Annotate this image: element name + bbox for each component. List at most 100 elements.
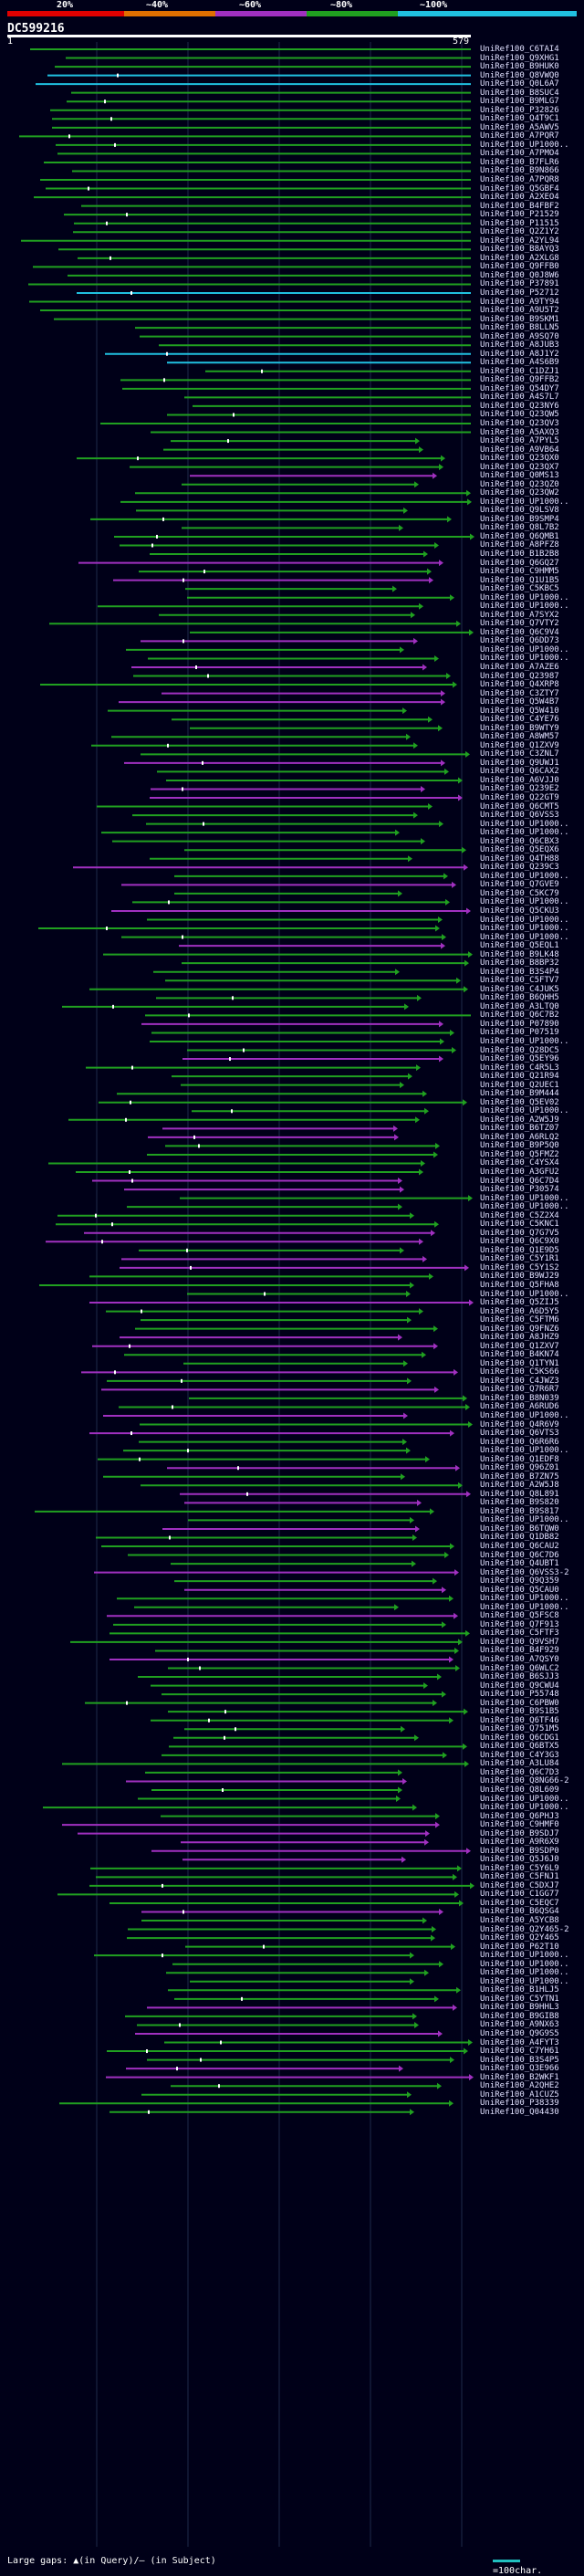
- hit-label[interactable]: UniRef100_Q9FFB0: [480, 262, 559, 272]
- hit-label[interactable]: UniRef100_Q5FHA8: [480, 1280, 559, 1290]
- hit-label[interactable]: UniRef100_Q9FNZ6: [480, 1324, 559, 1334]
- hit-label[interactable]: UniRef100_A9TY94: [480, 297, 559, 307]
- hit-label[interactable]: UniRef100_Q0L6A7: [480, 79, 559, 89]
- hit-label[interactable]: UniRef100_Q96Z01: [480, 1463, 559, 1473]
- hit-label[interactable]: UniRef100_C3ZNL7: [480, 749, 559, 759]
- hit-label[interactable]: UniRef100_C5Z2X4: [480, 1210, 559, 1220]
- hit-label[interactable]: UniRef100_A8WM57: [480, 732, 559, 742]
- hit-label[interactable]: UniRef100_Q9LSV8: [480, 506, 559, 516]
- hit-label[interactable]: UniRef100_Q9G9S5: [480, 2028, 559, 2038]
- hit-label[interactable]: UniRef100_B2WKF1: [480, 2072, 559, 2082]
- hit-label[interactable]: UniRef100_Q5FSC8: [480, 1611, 559, 1621]
- hit-label[interactable]: UniRef100_Q6QMB1: [480, 531, 559, 541]
- hit-label[interactable]: UniRef100_Q6C9V4: [480, 627, 559, 637]
- hit-label[interactable]: UniRef100_Q6C7D4: [480, 1176, 559, 1186]
- hit-label[interactable]: UniRef100_Q239C3: [480, 863, 559, 873]
- hit-label[interactable]: UniRef100_Q22GT9: [480, 793, 559, 802]
- hit-label[interactable]: UniRef100_Q5ZIJ5: [480, 1298, 559, 1308]
- hit-label[interactable]: UniRef100_Q9XHG1: [480, 53, 559, 63]
- hit-label[interactable]: UniRef100_Q23QW2: [480, 488, 559, 498]
- hit-label[interactable]: UniRef100_B9HUK0: [480, 62, 559, 72]
- hit-label[interactable]: UniRef100_Q2Y465-2: [480, 1924, 569, 1934]
- hit-label[interactable]: UniRef100_Q239E2: [480, 784, 559, 794]
- hit-label[interactable]: UniRef100_C6TAI4: [480, 45, 559, 54]
- hit-label[interactable]: UniRef100_Q7GVE9: [480, 880, 559, 890]
- hit-label[interactable]: UniRef100_B9HHL3: [480, 2003, 559, 2013]
- hit-label[interactable]: UniRef100_C9HMM5: [480, 567, 559, 577]
- hit-label[interactable]: UniRef100_C1GG77: [480, 1890, 559, 1900]
- hit-label[interactable]: UniRef100_A2YL94: [480, 236, 559, 246]
- hit-label[interactable]: UniRef100_B9SDP0: [480, 1846, 559, 1856]
- hit-label[interactable]: UniRef100_Q8L609: [480, 1785, 559, 1795]
- hit-label[interactable]: UniRef100_Q21R94: [480, 1072, 559, 1082]
- hit-label[interactable]: UniRef100_A8JUB3: [480, 340, 559, 351]
- hit-label[interactable]: UniRef100_Q6GQ27: [480, 558, 559, 568]
- hit-label[interactable]: UniRef100_Q6C7D6: [480, 1550, 559, 1560]
- hit-label[interactable]: UniRef100_Q6CBX3: [480, 836, 559, 846]
- hit-label[interactable]: UniRef100_A8J1Y2: [480, 349, 559, 359]
- hit-label[interactable]: UniRef100_P55748: [480, 1690, 559, 1700]
- hit-label[interactable]: UniRef100_UP1000..: [480, 1602, 569, 1612]
- hit-label[interactable]: UniRef100_Q7VTY2: [480, 619, 559, 629]
- hit-label[interactable]: UniRef100_B9GIB8: [480, 2011, 559, 2021]
- hit-label[interactable]: UniRef100_A7QSY0: [480, 1654, 559, 1664]
- hit-label[interactable]: UniRef100_Q23NY6: [480, 401, 559, 411]
- hit-label[interactable]: UniRef100_C5FTM6: [480, 1315, 559, 1325]
- hit-label[interactable]: UniRef100_Q5EV02: [480, 1097, 559, 1107]
- hit-label[interactable]: UniRef100_Q23QV3: [480, 419, 559, 428]
- hit-label[interactable]: UniRef100_B9M444: [480, 1089, 559, 1099]
- hit-label[interactable]: UniRef100_Q751M5: [480, 1724, 559, 1734]
- hit-label[interactable]: UniRef100_P07890: [480, 1019, 559, 1029]
- hit-label[interactable]: UniRef100_C5KNC1: [480, 1220, 559, 1230]
- hit-label[interactable]: UniRef100_C1DZJ1: [480, 366, 559, 376]
- hit-label[interactable]: UniRef100_Q6TF46: [480, 1715, 559, 1725]
- hit-label[interactable]: UniRef100_B6SJJ3: [480, 1672, 559, 1682]
- hit-label[interactable]: UniRef100_UP1000..: [480, 1106, 569, 1116]
- hit-label[interactable]: UniRef100_C7YH61: [480, 2047, 559, 2057]
- hit-label[interactable]: UniRef100_Q1E9D5: [480, 1245, 559, 1255]
- hit-label[interactable]: UniRef100_A6RLQ2: [480, 1132, 559, 1142]
- hit-label[interactable]: UniRef100_C4R5L3: [480, 1063, 559, 1073]
- hit-label[interactable]: UniRef100_Q5W410: [480, 706, 559, 716]
- hit-label[interactable]: UniRef100_A8JHZ9: [480, 1333, 559, 1343]
- hit-label[interactable]: UniRef100_Q9UWJ1: [480, 758, 559, 768]
- hit-label[interactable]: UniRef100_Q6CDG1: [480, 1733, 559, 1743]
- hit-label[interactable]: UniRef100_UP1000..: [480, 1036, 569, 1046]
- hit-label[interactable]: UniRef100_A2QHE2: [480, 2081, 559, 2091]
- hit-label[interactable]: UniRef100_UP1000..: [480, 897, 569, 907]
- hit-label[interactable]: UniRef100_Q6R6R6: [480, 1437, 559, 1447]
- hit-label[interactable]: UniRef100_B7ZN75: [480, 1471, 559, 1482]
- hit-label[interactable]: UniRef100_A6VJJ0: [480, 775, 559, 785]
- hit-label[interactable]: UniRef100_A4S6B9: [480, 358, 559, 368]
- hit-label[interactable]: UniRef100_B4KN74: [480, 1350, 559, 1360]
- hit-label[interactable]: UniRef100_A4S7L7: [480, 393, 559, 403]
- hit-label[interactable]: UniRef100_A7PMO4: [480, 149, 559, 159]
- hit-label[interactable]: UniRef100_C4JWZ3: [480, 1376, 559, 1386]
- hit-label[interactable]: UniRef100_Q54DY7: [480, 383, 559, 393]
- hit-label[interactable]: UniRef100_UP1000..: [480, 915, 569, 925]
- hit-label[interactable]: UniRef100_B1B2B8: [480, 550, 559, 560]
- hit-label[interactable]: UniRef100_C5DXJ7: [480, 1880, 559, 1890]
- hit-label[interactable]: UniRef100_Q23QX7: [480, 462, 559, 472]
- hit-label[interactable]: UniRef100_P07519: [480, 1028, 559, 1038]
- hit-label[interactable]: UniRef100_B4FBF2: [480, 201, 559, 211]
- hit-label[interactable]: UniRef100_B9WJ29: [480, 1272, 559, 1282]
- hit-label[interactable]: UniRef100_A8PFZ8: [480, 540, 559, 550]
- hit-label[interactable]: UniRef100_Q9Q359: [480, 1576, 559, 1586]
- hit-label[interactable]: UniRef100_UP1000..: [480, 1951, 569, 1961]
- hit-label[interactable]: UniRef100_A4FYT3: [480, 2037, 559, 2047]
- hit-label[interactable]: UniRef100_Q23987: [480, 671, 559, 681]
- hit-label[interactable]: UniRef100_Q1ZXV9: [480, 740, 559, 750]
- hit-label[interactable]: UniRef100_Q0MS13: [480, 471, 559, 481]
- hit-label[interactable]: UniRef100_UP1000..: [480, 1515, 569, 1525]
- hit-label[interactable]: UniRef100_A2XLG8: [480, 253, 559, 263]
- hit-label[interactable]: UniRef100_A7PQR7: [480, 131, 559, 141]
- hit-label[interactable]: UniRef100_B9S817: [480, 1506, 559, 1516]
- hit-label[interactable]: UniRef100_UP1000..: [480, 1803, 569, 1813]
- hit-label[interactable]: UniRef100_A5YCB8: [480, 1916, 559, 1926]
- hit-label[interactable]: UniRef100_Q6VSS3: [480, 811, 559, 821]
- hit-label[interactable]: UniRef100_C5YTN1: [480, 1994, 559, 2004]
- hit-label[interactable]: UniRef100_Q6PHJ3: [480, 1811, 559, 1821]
- hit-label[interactable]: UniRef100_Q6C7D3: [480, 1767, 559, 1777]
- hit-label[interactable]: UniRef100_Q9FFB2: [480, 375, 559, 385]
